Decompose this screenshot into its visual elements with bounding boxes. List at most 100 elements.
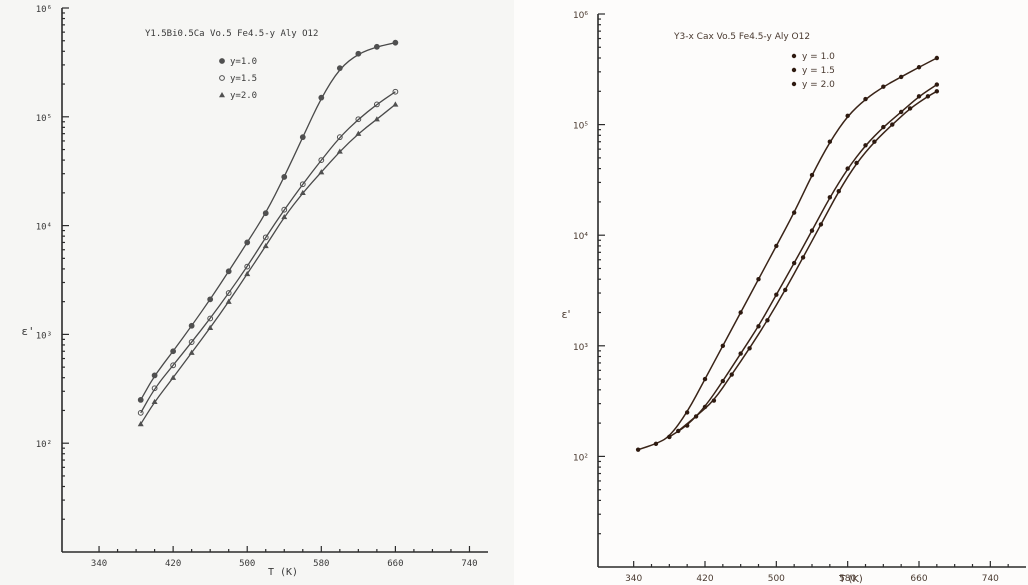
data-point [188,339,195,345]
x-tick-label: 340 [625,574,642,584]
x-axis-label: T (K) [838,574,863,585]
data-point [854,160,859,166]
data-point [720,343,726,348]
x-tick-label: 500 [768,574,785,584]
legend-label: y=1.0 [230,57,257,67]
right-chart: 340 420 500 580 660 740 10⁶ 10⁵ 10⁴ 10³ 10² Y3-x Ca… [562,11,1026,585]
data-point [336,65,343,72]
legend-label: y = 1.0 [802,52,835,62]
data-point [225,298,232,304]
series-line-2 [668,83,938,438]
data-point [693,414,699,419]
data-point [244,263,251,270]
x-tick-label: 660 [910,574,927,584]
data-point [170,348,177,355]
data-point [170,374,177,380]
data-point [711,398,717,403]
data-point [151,398,158,405]
data-point [729,372,734,377]
data-point [373,101,380,108]
data-point [207,296,214,303]
data-point [720,378,726,384]
data-point [151,385,158,392]
data-point [676,428,681,434]
data-point [355,50,362,57]
data-point [355,130,362,136]
data-point [137,421,144,427]
y-tick-label: 10⁴ [36,223,52,233]
data-point [137,409,144,416]
legend-label: y=2.0 [230,91,257,101]
data-point [872,139,877,144]
x-tick-label: 740 [982,574,999,584]
data-point [756,277,761,282]
data-point [207,324,214,330]
data-point [318,169,325,175]
data-point [318,157,325,163]
data-point [845,166,850,171]
legend-marker [791,81,797,87]
legend-marker [219,58,225,64]
x-tick-label: 340 [91,559,107,569]
data-point [827,195,833,200]
x-tick-label: 740 [461,559,477,569]
data-point [907,106,913,111]
data-point [934,55,940,61]
data-point [809,228,815,233]
data-point [188,322,195,329]
data-point [392,88,399,95]
data-point [925,94,931,99]
data-point [818,222,824,227]
data-point [800,255,806,260]
x-tick-label: 660 [387,559,403,569]
data-point [170,362,177,369]
data-point [791,260,797,266]
data-point [281,213,288,220]
data-point [934,82,940,87]
data-point [863,143,868,148]
y-tick-label: 10³ [573,343,588,353]
legend-label: y = 1.5 [802,66,835,76]
x-tick-label: 420 [165,559,181,569]
data-point [863,96,868,102]
legend-marker [219,75,225,81]
data-point [667,434,672,440]
data-point [392,101,399,107]
y-tick-label: 10² [36,440,52,450]
series-line-1 [140,42,396,401]
data-point [188,349,195,355]
y-tick-label: 10⁴ [573,232,588,242]
series-line-2 [140,91,396,414]
data-point [747,346,752,351]
data-point [827,139,833,144]
x-tick-label: 500 [239,559,255,569]
data-point [244,270,251,277]
data-point [702,376,708,382]
data-point [336,148,343,154]
data-point [809,172,815,178]
data-point [653,441,659,446]
data-point [783,287,788,293]
data-point [881,124,886,130]
chart-title: Y3-x Cax Vo.5 Fe4.5-y Aly O12 [673,32,810,42]
data-point [244,239,251,246]
y-axis-label: ε' [21,325,34,338]
data-point [774,243,779,249]
x-tick-label: 580 [313,559,329,569]
data-point [890,122,895,127]
y-tick-label: 10⁶ [36,5,52,15]
data-point [137,397,144,403]
data-point [299,134,306,141]
data-point [836,188,841,194]
data-point [774,292,779,297]
data-point [738,351,743,356]
data-point [916,65,922,70]
data-point [299,189,306,196]
legend-label: y = 2.0 [802,80,835,90]
x-tick-label: 420 [696,574,713,584]
left-chart-panel: 340 420 500 580 660 740 10⁶ 10⁵ 10⁴ 10³ 10² Y1.5Bi0… [0,0,514,585]
data-point [151,372,158,379]
series-line-3 [677,90,938,432]
data-point [765,318,770,323]
data-point [355,116,362,123]
